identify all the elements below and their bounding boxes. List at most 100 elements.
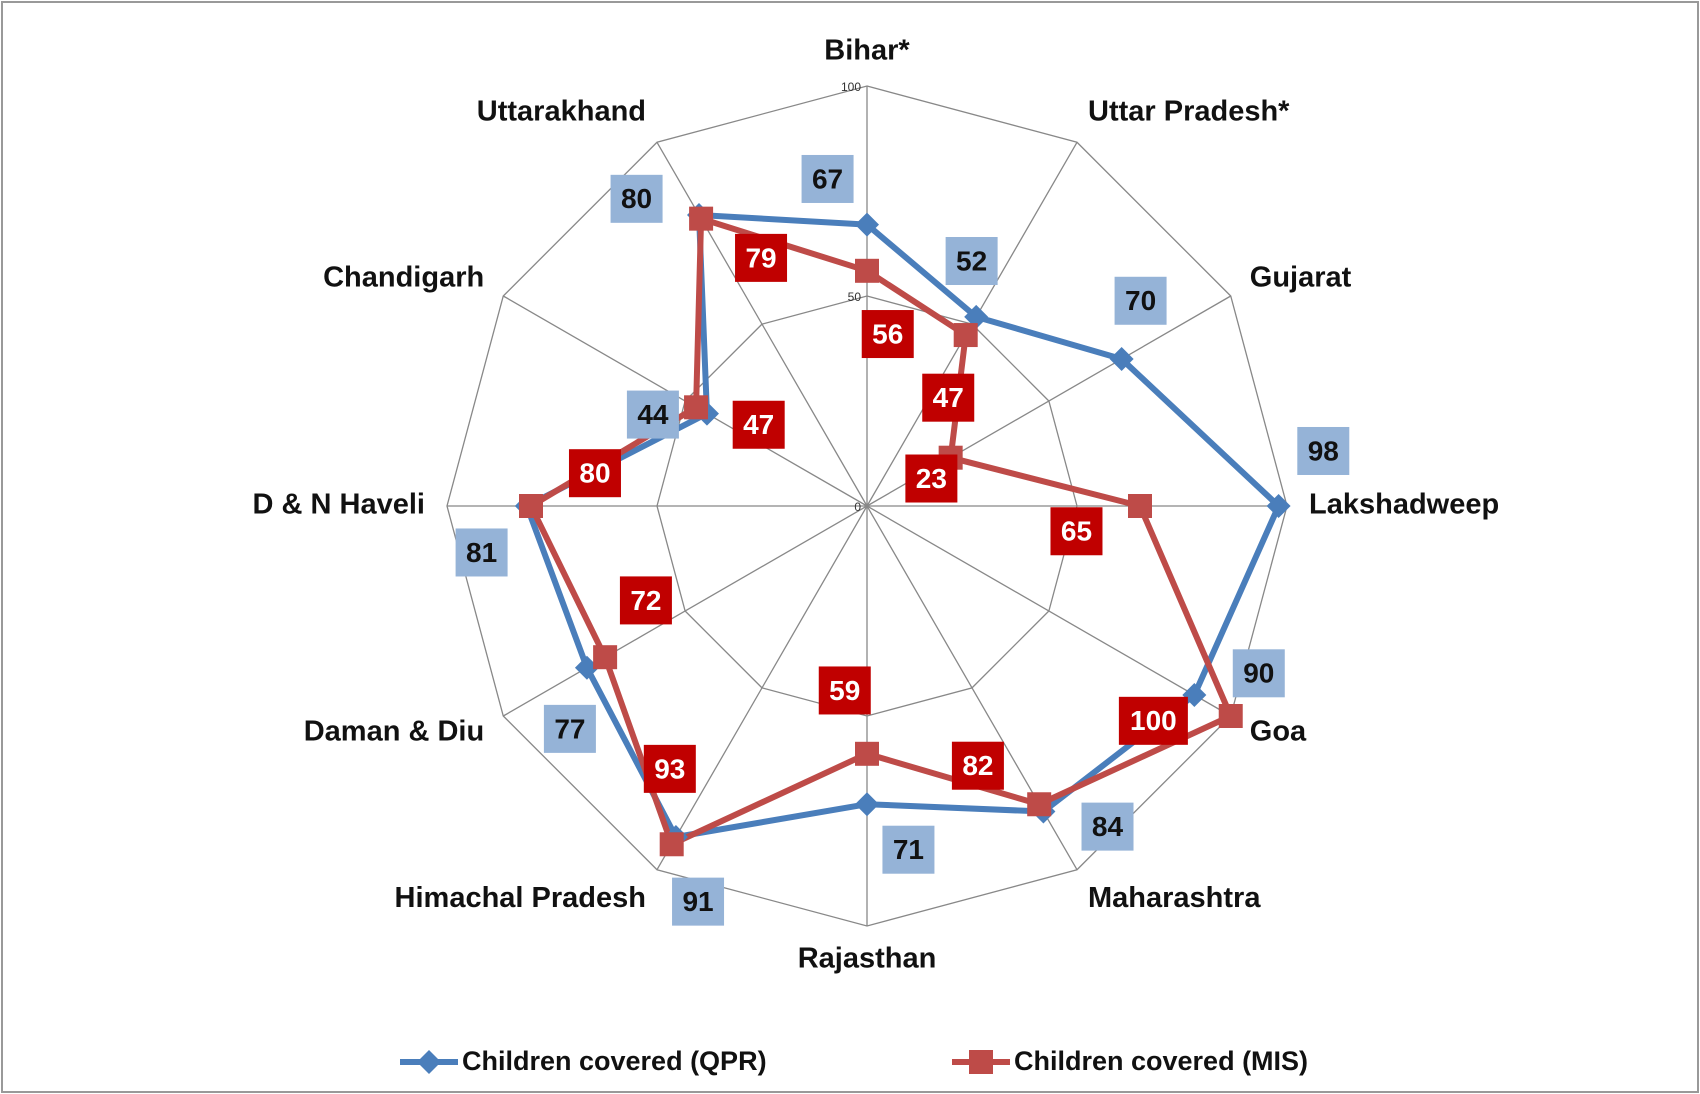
marker bbox=[855, 258, 879, 283]
value-label-box bbox=[818, 666, 871, 715]
value-label-text: 84 bbox=[1092, 811, 1124, 842]
value-label: 52 bbox=[945, 237, 998, 286]
value-label-box bbox=[1050, 507, 1103, 556]
marker bbox=[1109, 347, 1134, 371]
spoke bbox=[656, 141, 868, 507]
value-label: 56 bbox=[861, 310, 914, 359]
marker bbox=[684, 395, 709, 420]
value-label-text: 77 bbox=[554, 713, 585, 744]
marker bbox=[574, 655, 599, 680]
category-label: Uttarakhand bbox=[477, 95, 646, 127]
value-label-box bbox=[1081, 802, 1134, 851]
value-label-text: 82 bbox=[962, 750, 993, 781]
value-label-box bbox=[568, 449, 621, 498]
value-label: 82 bbox=[951, 741, 1004, 790]
marker bbox=[855, 212, 879, 237]
value-label-text: 59 bbox=[829, 675, 860, 706]
value-label-text: 71 bbox=[893, 834, 924, 865]
value-label-box bbox=[1232, 649, 1285, 698]
category-label: D & N Haveli bbox=[253, 489, 425, 521]
value-label: 79 bbox=[735, 233, 788, 282]
value-label: 59 bbox=[818, 666, 871, 715]
value-label-box bbox=[905, 454, 958, 503]
value-label-text: 80 bbox=[621, 183, 652, 214]
category-label: Rajasthan bbox=[798, 943, 937, 975]
value-label-box bbox=[882, 825, 935, 874]
marker bbox=[855, 792, 879, 817]
legend-label: Children covered (QPR) bbox=[462, 1046, 767, 1076]
value-label-box bbox=[1114, 276, 1167, 325]
value-label: 67 bbox=[801, 154, 854, 203]
value-label: 65 bbox=[1050, 507, 1103, 556]
value-label: 84 bbox=[1081, 802, 1134, 851]
value-label-box bbox=[1297, 426, 1350, 475]
category-label: Himachal Pradesh bbox=[395, 882, 646, 914]
marker bbox=[689, 206, 714, 231]
value-label-box bbox=[455, 528, 508, 577]
value-label-text: 72 bbox=[630, 585, 661, 616]
value-label-box bbox=[945, 237, 998, 286]
category-label: Daman & Diu bbox=[304, 716, 484, 748]
legend-label: Children covered (MIS) bbox=[1014, 1046, 1308, 1076]
value-label-text: 44 bbox=[637, 399, 669, 430]
value-label-box bbox=[1118, 696, 1188, 745]
marker bbox=[1128, 494, 1152, 518]
value-label-text: 47 bbox=[933, 382, 964, 413]
marker bbox=[519, 494, 543, 518]
category-label: Uttar Pradesh* bbox=[1088, 95, 1290, 127]
value-label-box bbox=[672, 877, 725, 926]
value-label: 80 bbox=[610, 174, 663, 223]
value-label-box bbox=[619, 576, 672, 625]
spoke bbox=[656, 505, 868, 871]
value-label-text: 67 bbox=[812, 163, 843, 194]
marker bbox=[964, 304, 989, 329]
tick-label: 0 bbox=[854, 500, 861, 514]
legend-marker bbox=[969, 1050, 993, 1074]
category-label: Goa bbox=[1250, 716, 1307, 748]
category-label: Bihar* bbox=[824, 35, 910, 67]
value-label-box bbox=[922, 373, 975, 422]
value-label-box bbox=[801, 154, 854, 203]
spoke bbox=[502, 505, 868, 717]
tick-label: 100 bbox=[841, 80, 861, 94]
value-label: 71 bbox=[882, 825, 935, 874]
marker bbox=[1027, 792, 1052, 817]
marker bbox=[659, 832, 684, 857]
value-label-text: 56 bbox=[872, 318, 903, 349]
marker bbox=[1266, 494, 1291, 518]
value-label-box bbox=[643, 744, 696, 793]
value-label-text: 98 bbox=[1308, 435, 1339, 466]
value-label: 98 bbox=[1297, 426, 1350, 475]
marker bbox=[1182, 683, 1207, 707]
value-label-box bbox=[732, 400, 785, 449]
value-label-text: 65 bbox=[1061, 516, 1092, 547]
value-label-box bbox=[861, 310, 914, 359]
category-label: Chandigarh bbox=[323, 262, 484, 294]
tick-label: 50 bbox=[848, 290, 862, 304]
marker bbox=[953, 323, 978, 348]
value-label: 77 bbox=[543, 704, 596, 753]
value-label-text: 100 bbox=[1130, 705, 1177, 736]
value-label: 23 bbox=[905, 454, 958, 503]
value-label-text: 93 bbox=[654, 753, 685, 784]
value-label: 100 bbox=[1118, 696, 1188, 745]
marker bbox=[1218, 704, 1243, 728]
marker bbox=[593, 645, 618, 670]
value-label-text: 81 bbox=[466, 537, 497, 568]
value-label-text: 79 bbox=[745, 242, 776, 273]
value-label: 47 bbox=[922, 373, 975, 422]
value-label: 70 bbox=[1114, 276, 1167, 325]
value-label-box bbox=[610, 174, 663, 223]
value-label-text: 90 bbox=[1243, 658, 1274, 689]
value-label: 81 bbox=[455, 528, 508, 577]
value-label-box bbox=[951, 741, 1004, 790]
value-label: 72 bbox=[619, 576, 672, 625]
value-label-box bbox=[626, 390, 679, 439]
value-label: 91 bbox=[672, 877, 725, 926]
value-label: 90 bbox=[1232, 649, 1285, 698]
legend-marker bbox=[417, 1050, 441, 1074]
value-label: 93 bbox=[643, 744, 696, 793]
marker bbox=[855, 741, 879, 766]
value-label-text: 80 bbox=[579, 458, 610, 489]
